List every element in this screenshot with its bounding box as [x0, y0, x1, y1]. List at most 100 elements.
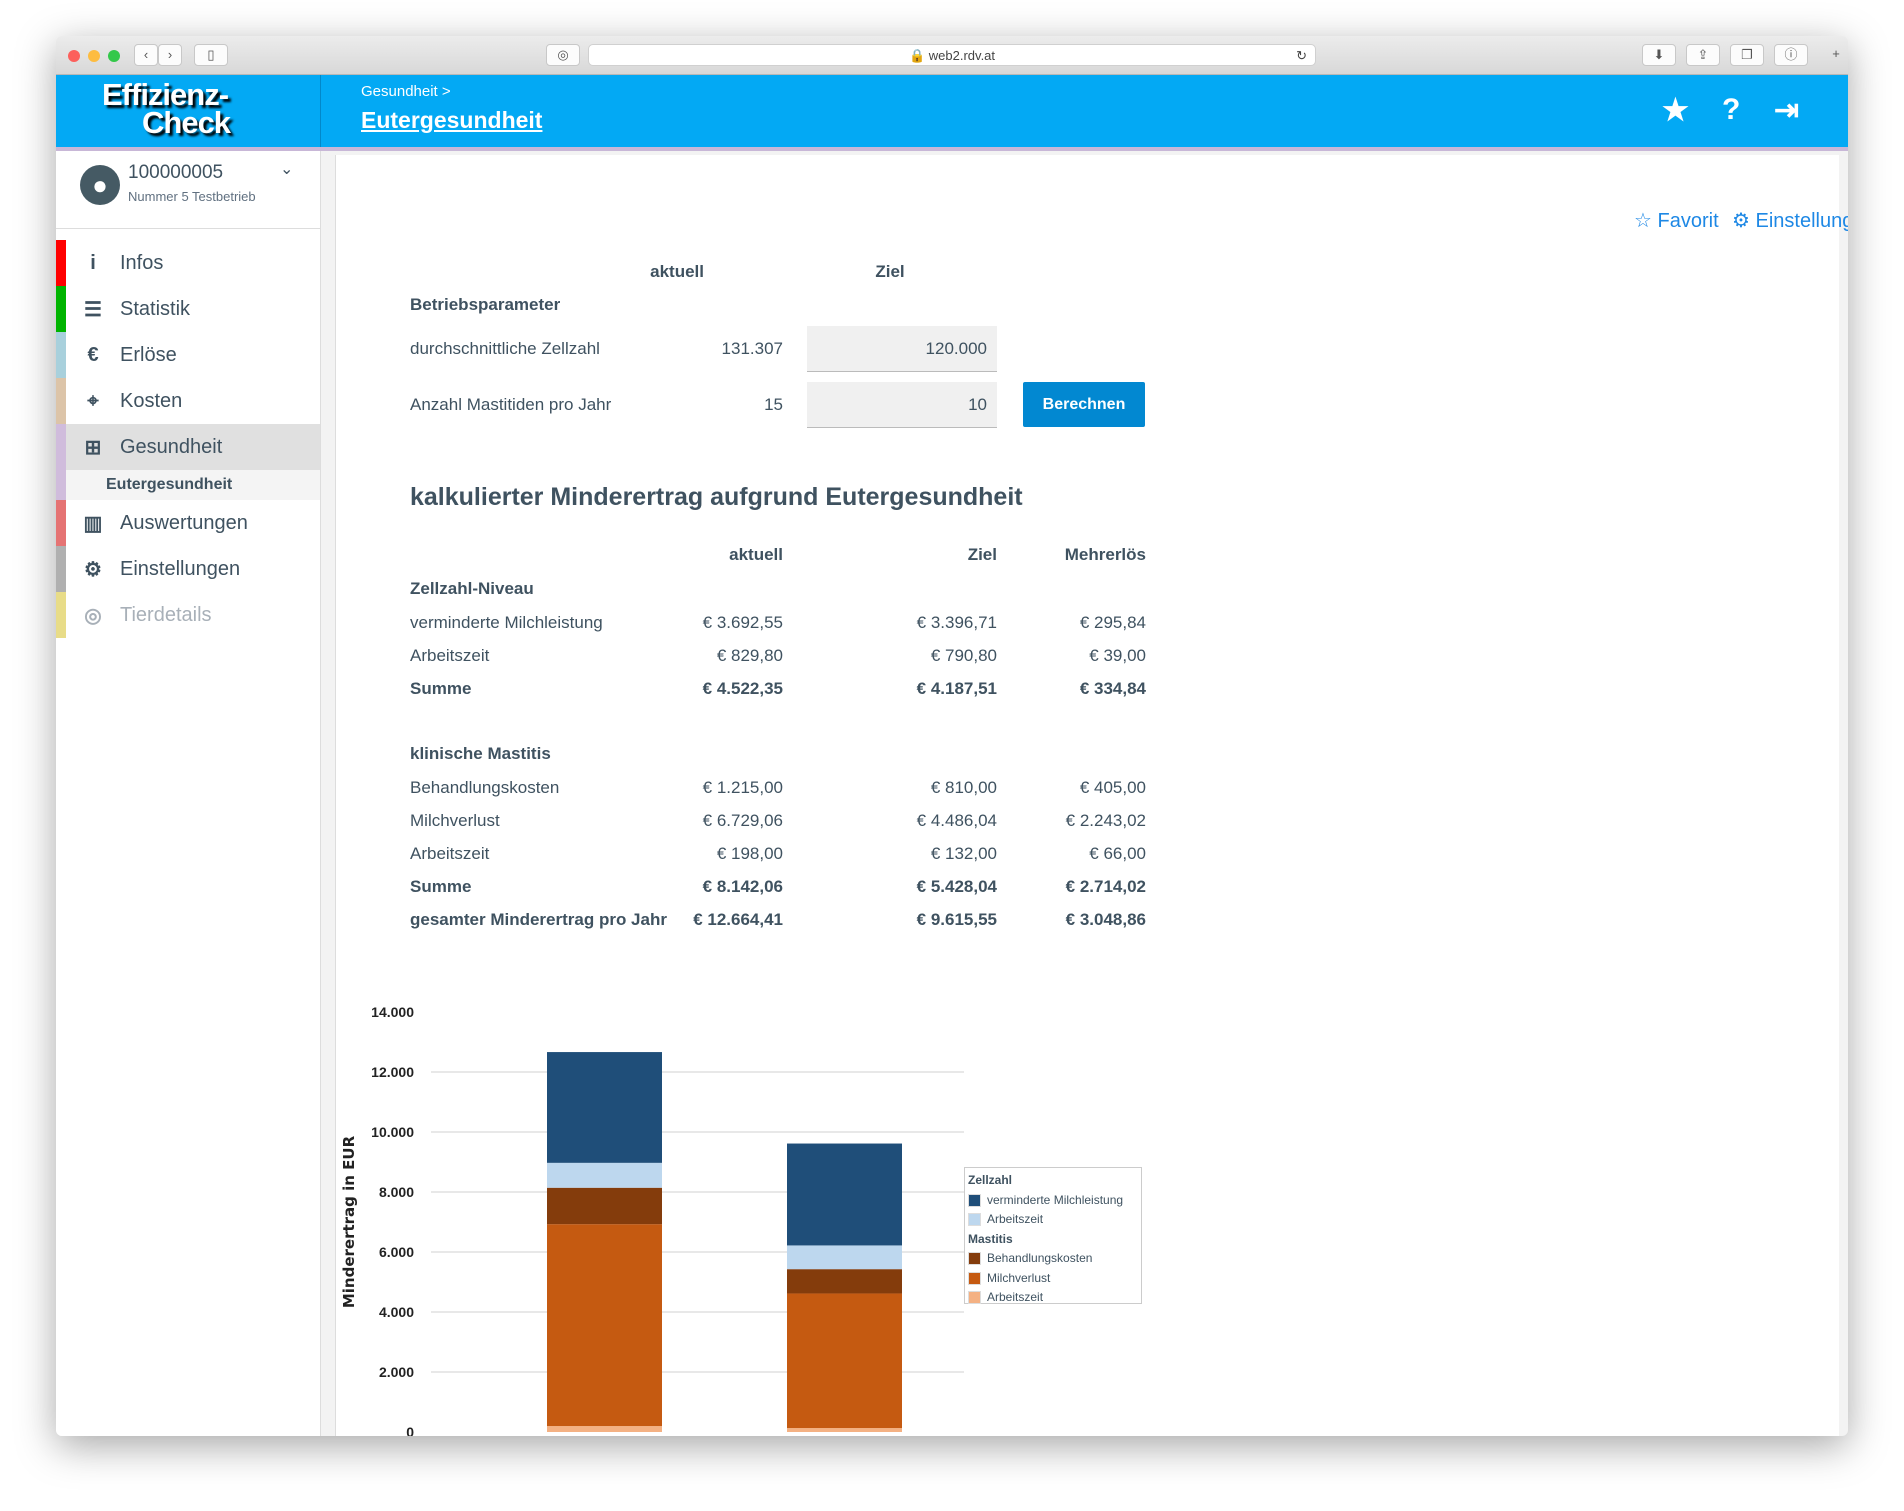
list-icon: ☰ — [84, 298, 102, 321]
legend-label: Behandlungskosten — [987, 1251, 1093, 1265]
row-value: € 790,80 — [930, 646, 997, 665]
sidebar: ● 100000005 Nummer 5 Testbetrieb ⌄ i Info… — [56, 151, 321, 1436]
sidebar-item-gesundheit[interactable]: ⊞ Gesundheit — [56, 424, 320, 470]
settings-link[interactable]: ⚙ Einstellungen — [1732, 208, 1848, 233]
info-icon: i — [90, 251, 96, 274]
sidebar-item-tierdetails[interactable]: ◎ Tierdetails — [56, 592, 320, 638]
target-icon: ◎ — [84, 604, 102, 627]
sidebar-item-infos[interactable]: i Infos — [56, 240, 320, 286]
label: Auswertungen — [120, 511, 248, 534]
chevron-down-icon[interactable]: ⌄ — [280, 161, 294, 178]
bar-segment — [547, 1187, 662, 1225]
color-bar — [56, 592, 66, 638]
logout-icon[interactable]: ⇥ — [1774, 94, 1800, 127]
close-window-button[interactable] — [68, 50, 80, 62]
share-icon[interactable]: ⇪ — [1686, 44, 1720, 66]
row-value: € 334,84 — [1079, 679, 1146, 698]
sidebar-toggle-button[interactable]: ▯ — [194, 44, 228, 66]
legend-swatch — [968, 1252, 981, 1266]
bar-segment — [547, 1162, 662, 1188]
legend-item[interactable]: Behandlungskosten — [968, 1249, 1138, 1269]
color-bar — [56, 424, 66, 470]
legend-group-zellzahl: Zellzahl — [968, 1173, 1013, 1187]
tabs-icon[interactable]: ❐ — [1730, 44, 1764, 66]
sidebar-item-statistik[interactable]: ☰ Statistik — [56, 286, 320, 332]
target-mastitis-input[interactable] — [807, 382, 997, 428]
url-text: web2.rdv.at — [928, 48, 996, 63]
sidebar-item-auswertungen[interactable]: ▥ Auswertungen — [56, 500, 320, 546]
bar-segment — [547, 1426, 662, 1432]
gear-icon: ⚙ — [1732, 210, 1750, 232]
total-value: € 12.664,41 — [693, 910, 783, 929]
legend-item[interactable]: Milchverlust — [968, 1269, 1138, 1289]
label: Kosten — [120, 389, 183, 412]
row-value: € 8.142,06 — [702, 877, 783, 896]
help-icon[interactable]: ? — [1722, 93, 1741, 126]
label: Einstellungen — [120, 557, 241, 580]
row-label: Behandlungskosten — [410, 778, 560, 797]
row-value: € 39,00 — [1089, 646, 1146, 665]
color-bar — [56, 470, 66, 500]
color-bar — [56, 332, 66, 378]
row-label: Summe — [410, 877, 472, 896]
color-bar — [56, 240, 66, 286]
legend-item[interactable]: Arbeitszeit — [968, 1210, 1138, 1230]
row-value: € 3.692,55 — [702, 613, 783, 632]
y-tick-label: 4.000 — [379, 1304, 414, 1320]
label: Tierdetails — [120, 603, 212, 626]
legend-item[interactable]: Arbeitszeit — [968, 1288, 1138, 1308]
param-current: 15 — [764, 395, 783, 414]
sidebar-item-kosten[interactable]: ⌖ Kosten — [56, 378, 320, 424]
new-tab-button[interactable]: + — [1832, 46, 1840, 61]
euro-icon: € — [87, 343, 99, 366]
minimize-window-button[interactable] — [88, 50, 100, 62]
page-title[interactable]: Eutergesundheit — [361, 107, 543, 133]
color-bar — [56, 286, 66, 332]
user-selector[interactable]: ● 100000005 Nummer 5 Testbetrieb ⌄ — [56, 151, 320, 229]
reload-icon[interactable]: ↻ — [1296, 48, 1307, 63]
results-title: kalkulierter Minderertrag aufgrund Euter… — [410, 483, 1023, 511]
browser-toolbar: ‹ › ▯ ◎ 🔒 web2.rdv.at ↻ ⬇ ⇪ ❐ ⓘ + — [56, 36, 1848, 75]
info-icon[interactable]: ⓘ — [1774, 44, 1808, 66]
favorite-link[interactable]: ☆ Favorit — [1634, 208, 1719, 233]
logo[interactable]: Effizienz- Check — [102, 77, 231, 138]
y-tick-label: 2.000 — [379, 1364, 414, 1380]
col-header-current: aktuell — [650, 262, 704, 281]
row-value: € 198,00 — [716, 844, 783, 863]
col-header: aktuell — [729, 545, 783, 564]
target-cell-count-input[interactable] — [807, 326, 997, 372]
row-value: € 829,80 — [716, 646, 783, 665]
avatar-icon: ● — [80, 165, 120, 205]
breadcrumb[interactable]: Gesundheit > — [361, 83, 451, 100]
row-label: Summe — [410, 679, 472, 698]
zoom-window-button[interactable] — [108, 50, 120, 62]
address-bar[interactable]: 🔒 web2.rdv.at ↻ — [588, 44, 1316, 66]
total-label: gesamter Minderertrag pro Jahr — [410, 910, 667, 929]
star-outline-icon: ☆ — [1634, 210, 1652, 232]
privacy-icon[interactable]: ◎ — [546, 44, 580, 66]
downloads-icon[interactable]: ⬇ — [1642, 44, 1676, 66]
legend-group-mastitis: Mastitis — [968, 1231, 1013, 1246]
back-button[interactable]: ‹ — [134, 44, 158, 66]
y-tick-label: 0 — [406, 1424, 414, 1436]
y-tick-label: 10.000 — [371, 1124, 414, 1140]
row-label: verminderte Milchleistung — [410, 613, 603, 632]
chart-svg: 0 2.000 4.000 6.000 8.000 10.000 12.000 14.000 M… — [340, 1004, 964, 1436]
color-bar — [56, 378, 66, 424]
forward-button[interactable]: › — [158, 44, 182, 66]
row-value: € 295,84 — [1079, 613, 1146, 632]
legend-item[interactable]: verminderte Milchleistung — [968, 1191, 1138, 1211]
calculate-button[interactable]: Berechnen — [1023, 382, 1145, 427]
row-label: Arbeitszeit — [410, 646, 490, 665]
col-header: Mehrerlös — [1064, 545, 1146, 564]
legend-label: Arbeitszeit — [987, 1212, 1044, 1226]
col-header-target: Ziel — [875, 262, 905, 281]
logo-line1: Effizienz- — [102, 77, 229, 112]
total-value: € 3.048,86 — [1065, 910, 1146, 929]
bar-segment — [547, 1224, 662, 1427]
star-icon[interactable]: ★ — [1662, 94, 1689, 127]
sidebar-subitem-eutergesundheit[interactable]: Eutergesundheit — [56, 470, 320, 500]
row-value: € 6.729,06 — [702, 811, 783, 830]
sidebar-item-einstellungen[interactable]: ⚙ Einstellungen — [56, 546, 320, 592]
sidebar-item-erloese[interactable]: € Erlöse — [56, 332, 320, 378]
